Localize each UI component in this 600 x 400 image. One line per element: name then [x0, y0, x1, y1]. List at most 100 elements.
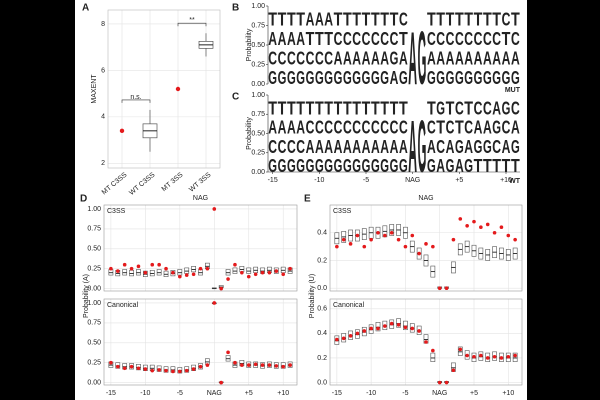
logo-letter: G: [371, 69, 380, 89]
point: [492, 354, 497, 359]
logo-letter: T: [474, 157, 483, 177]
y-tick-label: 1.00: [251, 3, 265, 10]
logo-letter: G: [418, 18, 427, 101]
logo-letter: G: [474, 69, 483, 89]
point: [164, 368, 168, 373]
y-tick-label: 1.00: [87, 206, 101, 213]
logo-letter: C: [315, 118, 324, 138]
logo-letter: A: [315, 10, 324, 30]
y-tick-label: 0.4: [317, 330, 327, 337]
logo-letter: C: [315, 49, 324, 69]
panel-label: E: [304, 194, 311, 205]
logo-letter: A: [343, 137, 352, 157]
y-tick-label: 0.00: [87, 285, 101, 292]
chart-title: NAG: [418, 195, 433, 202]
x-tick-label: +10: [502, 390, 514, 397]
logo-letter: A: [362, 49, 371, 69]
logo-letter: C: [380, 118, 389, 138]
logo-letter: G: [334, 157, 343, 177]
logo-letter: A: [343, 49, 352, 69]
logo-letter: G: [315, 157, 324, 177]
point: [109, 360, 113, 365]
point: [109, 266, 113, 271]
point: [355, 233, 360, 238]
point: [417, 329, 421, 333]
point: [479, 225, 483, 229]
plot-border: [107, 9, 221, 169]
logo-letter: A: [446, 137, 455, 157]
logo-letter: T: [436, 10, 445, 30]
logo-letter: T: [343, 10, 352, 30]
point: [198, 364, 203, 369]
y-tick-label: 0.50: [251, 42, 265, 49]
logo-letter: A: [464, 49, 473, 69]
logo-letter: T: [287, 10, 296, 30]
point: [171, 270, 175, 275]
facet-label: C3SS: [333, 208, 352, 215]
logo-letter: T: [464, 99, 473, 119]
logo-letter: G: [511, 69, 520, 89]
logo-letter: C: [502, 118, 511, 138]
logo-letter: C: [352, 30, 361, 50]
y-tick-label: 2: [101, 160, 105, 167]
point: [288, 363, 292, 367]
logo-letter: A: [408, 18, 417, 101]
logo-letter: C: [287, 137, 296, 157]
y-tick-label: 0.75: [87, 226, 101, 233]
logo-letter: T: [306, 30, 315, 50]
logo-letter: A: [390, 137, 399, 157]
logo-letter: T: [446, 99, 455, 119]
logo-letter: T: [502, 157, 511, 177]
logo-letter: C: [324, 49, 333, 69]
logo-letter: A: [268, 30, 277, 50]
logo-letter: A: [306, 10, 315, 30]
logo-letter: T: [287, 99, 296, 119]
point: [191, 367, 196, 371]
logo-letter: T: [278, 99, 287, 119]
logo-letter: G: [268, 157, 277, 177]
point: [506, 233, 511, 238]
point: [253, 362, 258, 367]
y-axis-label: MAXENT: [91, 74, 98, 104]
panel-label: C: [232, 92, 239, 103]
logo-letter: G: [334, 69, 343, 89]
point: [472, 354, 476, 359]
point: [240, 270, 244, 275]
x-tick-label: -10: [366, 390, 376, 397]
logo-letter: T: [502, 30, 511, 50]
logo-letter: C: [511, 99, 520, 119]
logo-letter: C: [306, 118, 315, 138]
logo-letter: A: [334, 137, 343, 157]
logo-letter: G: [455, 137, 464, 157]
point: [150, 262, 155, 267]
y-tick-label: 0.50: [87, 340, 101, 347]
logo-letter: C: [306, 49, 315, 69]
logo-letter: T: [390, 10, 399, 30]
logo-letter: C: [343, 118, 352, 138]
logo-letter: G: [446, 69, 455, 89]
y-tick-label: 0.50: [251, 130, 265, 137]
logo-letter: A: [380, 137, 389, 157]
point: [465, 353, 469, 358]
logo-letter: T: [278, 10, 287, 30]
facet-label: C3SS: [107, 208, 126, 215]
logo-letter: G: [362, 157, 371, 177]
logo-letter: A: [306, 137, 315, 157]
logo-letter: G: [268, 69, 277, 89]
y-tick-label: 0.2: [317, 257, 327, 264]
logo-letter: A: [324, 10, 333, 30]
logo-letter: C: [371, 118, 380, 138]
x-tick-label: -10: [314, 177, 324, 184]
logo-letter: T: [483, 10, 492, 30]
panel-label: D: [80, 194, 87, 205]
logo-letter: A: [334, 49, 343, 69]
point: [281, 272, 286, 277]
y-tick-label: 0.75: [251, 111, 265, 118]
significance-label: n.s.: [130, 94, 141, 101]
y-tick-label: 0.75: [87, 320, 101, 327]
logo-letter: A: [287, 30, 296, 50]
point: [444, 286, 449, 291]
point: [184, 368, 189, 373]
logo-letter: G: [371, 157, 380, 177]
logo-letter: T: [399, 99, 408, 119]
